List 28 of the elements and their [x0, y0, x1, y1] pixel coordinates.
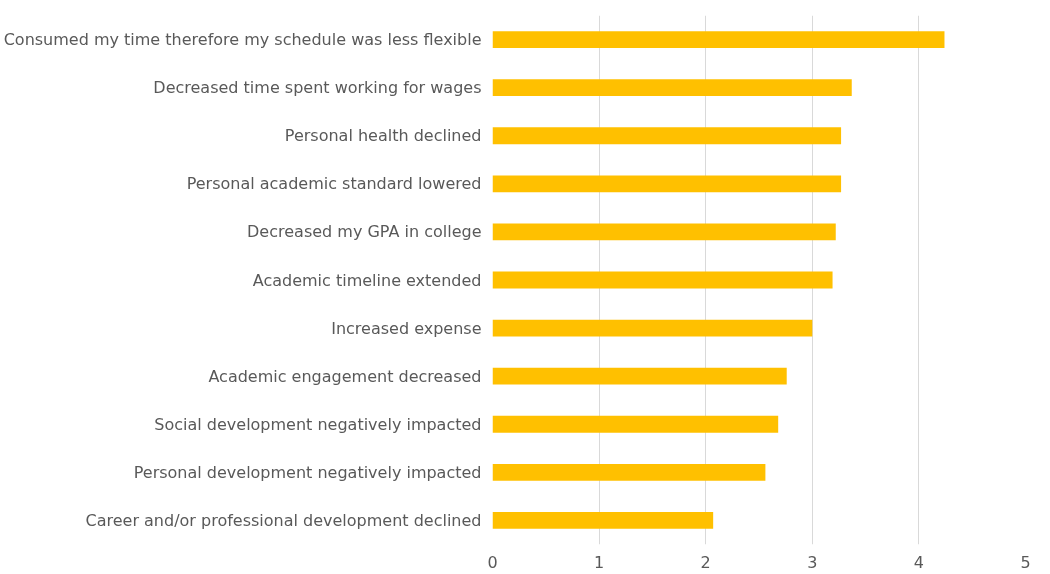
y-tick-label: Consumed my time therefore my schedule was less flexible	[3, 30, 482, 50]
bar	[492, 319, 813, 337]
y-tick-label: Career and/or professional development declined	[85, 510, 482, 530]
y-tick-label: Increased expense	[331, 318, 482, 338]
bar	[492, 271, 833, 289]
x-tick-label: 0	[487, 552, 498, 572]
x-tick-label: 5	[1020, 552, 1031, 572]
bar	[492, 367, 787, 385]
y-tick-label: Decreased my GPA in college	[247, 222, 482, 242]
bar	[492, 175, 842, 193]
x-tick-label: 4	[913, 552, 924, 572]
bar	[492, 415, 779, 433]
y-tick-label: Decreased time spent working for wages	[153, 78, 482, 98]
bar	[492, 223, 836, 241]
y-tick-label: Personal health declined	[284, 126, 482, 146]
y-tick-label: Personal development negatively impacted	[133, 462, 482, 482]
y-tick-label: Academic engagement decreased	[208, 366, 482, 386]
x-tick-label: 3	[807, 552, 818, 572]
bar	[492, 79, 852, 97]
y-tick-label: Social development negatively impacted	[154, 414, 482, 434]
y-tick-label: Personal academic standard lowered	[186, 174, 482, 194]
bar	[492, 127, 842, 145]
x-tick-label: 1	[594, 552, 605, 572]
bar	[492, 31, 945, 48]
x-tick-label: 2	[700, 552, 711, 572]
y-tick-label: Academic timeline extended	[252, 270, 482, 290]
bar	[492, 512, 714, 529]
bar	[492, 463, 766, 481]
